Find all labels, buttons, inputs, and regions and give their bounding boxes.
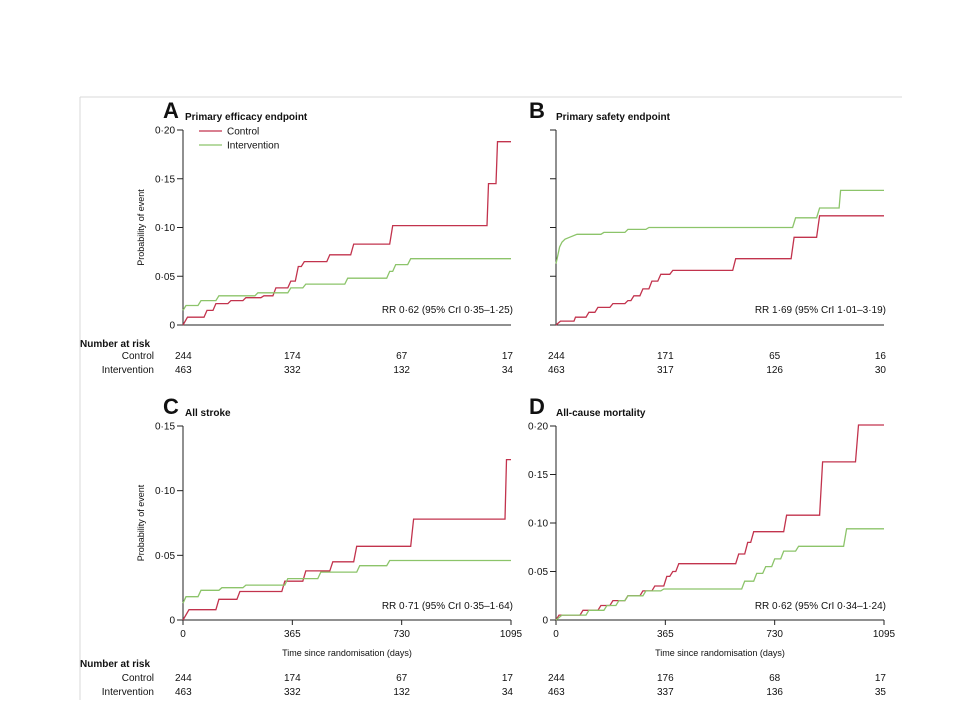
x-axis-label: Time since randomisation (days) — [282, 648, 412, 658]
x-tick-label: 730 — [766, 629, 783, 640]
risk-value: 244 — [175, 351, 192, 362]
x-tick-label: 365 — [284, 629, 301, 640]
y-tick-label: 0·20 — [528, 422, 548, 433]
risk-row-label: Intervention — [102, 687, 154, 698]
panel-title: All stroke — [185, 408, 231, 419]
risk-value: 176 — [657, 673, 674, 684]
risk-value: 136 — [766, 687, 783, 698]
risk-value: 174 — [284, 351, 301, 362]
y-axis-label: Probability of event — [136, 189, 146, 266]
y-tick-label: 0·15 — [528, 470, 548, 481]
y-tick-label: 0 — [169, 321, 175, 332]
y-tick-label: 0·15 — [155, 174, 175, 185]
y-tick-label: 0·05 — [528, 567, 548, 578]
risk-value: 34 — [502, 687, 514, 698]
risk-value: 244 — [175, 673, 192, 684]
series-line-control — [182, 141, 511, 326]
panel-title: Primary efficacy endpoint — [185, 112, 308, 123]
panel-letter-a: A — [163, 98, 179, 123]
risk-value: 463 — [548, 365, 565, 376]
rr-annotation: RR 0·71 (95% CrI 0·35–1·64) — [382, 601, 513, 612]
legend-label-control: Control — [227, 127, 259, 138]
risk-value: 332 — [284, 365, 301, 376]
risk-row-label: Intervention — [102, 365, 154, 376]
series-line-control — [555, 215, 884, 326]
y-tick-label: 0 — [542, 616, 548, 627]
y-tick-label: 0 — [169, 616, 175, 627]
x-tick-label: 0 — [180, 629, 186, 640]
x-tick-label: 1095 — [500, 629, 523, 640]
x-axis-label: Time since randomisation (days) — [655, 648, 785, 658]
series-line-intervention — [555, 189, 884, 264]
risk-row-label: Control — [122, 673, 154, 684]
y-tick-label: 0·10 — [528, 519, 548, 530]
panel-title: Primary safety endpoint — [556, 112, 671, 123]
risk-value: 16 — [875, 351, 887, 362]
series-line-intervention — [555, 528, 884, 621]
risk-value: 30 — [875, 365, 887, 376]
risk-value: 337 — [657, 687, 674, 698]
series-line-control — [182, 458, 511, 621]
x-tick-label: 1095 — [873, 629, 896, 640]
risk-value: 35 — [875, 687, 887, 698]
legend-label-intervention: Intervention — [227, 141, 279, 152]
series-line-control — [555, 424, 884, 621]
y-tick-label: 0·20 — [155, 126, 175, 137]
x-tick-label: 365 — [657, 629, 674, 640]
panel-letter-c: C — [163, 394, 179, 419]
risk-value: 317 — [657, 365, 674, 376]
risk-value: 171 — [657, 351, 674, 362]
x-tick-label: 730 — [393, 629, 410, 640]
risk-value: 17 — [502, 351, 514, 362]
risk-value: 17 — [875, 673, 887, 684]
y-tick-label: 0·05 — [155, 272, 175, 283]
rr-annotation: RR 0·62 (95% CrI 0·34–1·24) — [755, 601, 886, 612]
risk-value: 68 — [769, 673, 781, 684]
risk-table-header: Number at risk — [80, 339, 150, 350]
risk-value: 126 — [766, 365, 783, 376]
y-axis-label: Probability of event — [136, 484, 146, 561]
series-line-intervention — [182, 258, 511, 311]
y-tick-label: 0·10 — [155, 486, 175, 497]
panel-letter-b: B — [529, 98, 545, 123]
rr-annotation: RR 0·62 (95% CrI 0·35–1·25) — [382, 305, 513, 316]
y-tick-label: 0·10 — [155, 223, 175, 234]
x-tick-label: 0 — [553, 629, 559, 640]
risk-value: 34 — [502, 365, 514, 376]
y-tick-label: 0·15 — [155, 422, 175, 433]
panel-title: All-cause mortality — [556, 408, 646, 419]
rr-annotation: RR 1·69 (95% CrI 1·01–3·19) — [755, 305, 886, 316]
risk-value: 244 — [548, 351, 565, 362]
risk-value: 132 — [393, 687, 410, 698]
risk-value: 17 — [502, 673, 514, 684]
y-tick-label: 0·05 — [155, 551, 175, 562]
risk-value: 174 — [284, 673, 301, 684]
risk-value: 244 — [548, 673, 565, 684]
risk-value: 463 — [175, 365, 192, 376]
risk-row-label: Control — [122, 351, 154, 362]
risk-value: 463 — [175, 687, 192, 698]
series-line-intervention — [182, 559, 511, 604]
risk-value: 67 — [396, 673, 408, 684]
risk-value: 463 — [548, 687, 565, 698]
risk-table-header: Number at risk — [80, 659, 150, 670]
risk-value: 132 — [393, 365, 410, 376]
panel-letter-d: D — [529, 394, 545, 419]
risk-value: 67 — [396, 351, 408, 362]
risk-value: 332 — [284, 687, 301, 698]
risk-value: 65 — [769, 351, 781, 362]
